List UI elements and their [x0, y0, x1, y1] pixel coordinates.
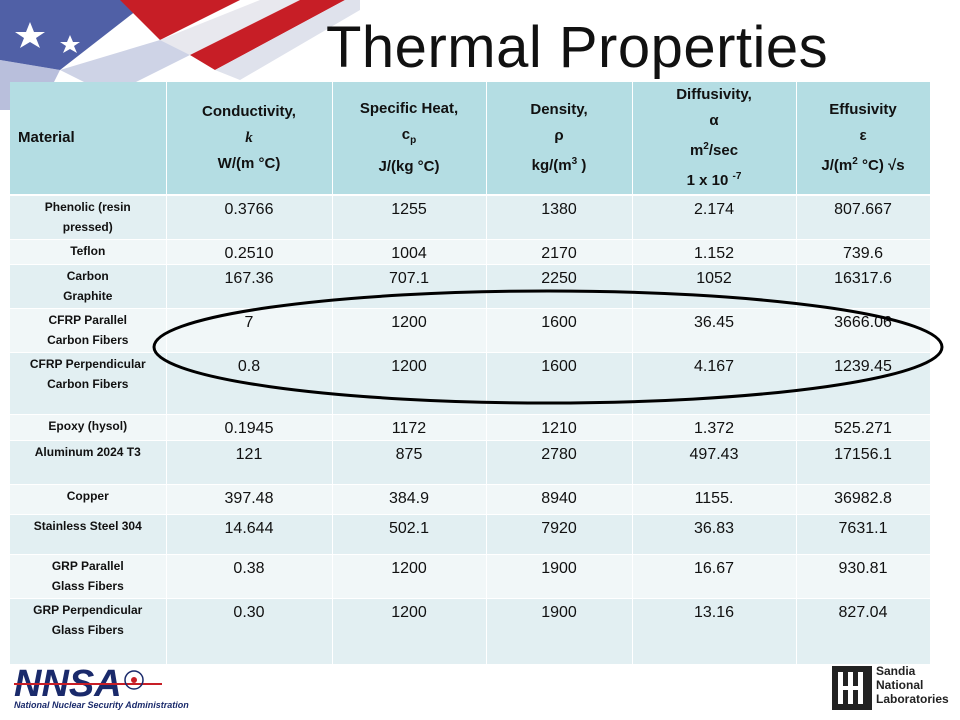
diffusivity-cell: 2.174 — [632, 195, 797, 239]
table-row: Copper 397.48 384.9 8940 1155. 36982.8 — [10, 484, 931, 514]
table-row: Carbon Graphite 167.36 707.1 2250 1052 16… — [10, 264, 931, 308]
density-cell: 1380 — [486, 195, 633, 239]
table-row: Aluminum 2024 T3 121 875 2780 497.43 171… — [10, 440, 931, 484]
conductivity-cell: 0.2510 — [166, 239, 333, 264]
slide-title: Thermal Properties — [326, 15, 829, 80]
thermal-properties-table-container: Material Conductivity, k W/(m °C) Specif… — [10, 82, 931, 665]
effusivity-cell: 1239.45 — [796, 352, 931, 414]
specific-heat-cell: 1172 — [332, 414, 487, 440]
table-header-row: Material Conductivity, k W/(m °C) Specif… — [10, 82, 931, 196]
conductivity-cell: 397.48 — [166, 484, 333, 514]
table-row: Stainless Steel 304 14.644 502.1 7920 36… — [10, 514, 931, 554]
conductivity-cell: 0.30 — [166, 598, 333, 664]
material-cell: GRP Perpendicular Glass Fibers — [10, 598, 167, 664]
material-cell: Stainless Steel 304 — [10, 514, 167, 554]
effusivity-cell: 930.81 — [796, 554, 931, 598]
effusivity-cell: 3666.06 — [796, 308, 931, 352]
specific-heat-cell: 1200 — [332, 308, 487, 352]
density-cell: 2780 — [486, 440, 633, 484]
conductivity-cell: 0.3766 — [166, 195, 333, 239]
diffusivity-cell: 36.83 — [632, 514, 797, 554]
diffusivity-cell: 4.167 — [632, 352, 797, 414]
conductivity-cell: 121 — [166, 440, 333, 484]
specific-heat-cell: 502.1 — [332, 514, 487, 554]
diffusivity-cell: 1.152 — [632, 239, 797, 264]
conductivity-cell: 0.1945 — [166, 414, 333, 440]
conductivity-cell: 0.8 — [166, 352, 333, 414]
density-cell: 1900 — [486, 598, 633, 664]
thermal-properties-table: Material Conductivity, k W/(m °C) Specif… — [10, 82, 931, 665]
effusivity-cell: 36982.8 — [796, 484, 931, 514]
table-row: CFRP Parallel Carbon Fibers 7 1200 1600 3… — [10, 308, 931, 352]
specific-heat-cell: 1200 — [332, 554, 487, 598]
diffusivity-cell: 1155. — [632, 484, 797, 514]
conductivity-cell: 167.36 — [166, 264, 333, 308]
diffusivity-cell: 1052 — [632, 264, 797, 308]
diffusivity-cell: 36.45 — [632, 308, 797, 352]
sandia-logo — [832, 666, 872, 710]
effusivity-cell: 17156.1 — [796, 440, 931, 484]
material-cell: CFRP Perpendicular Carbon Fibers — [10, 352, 167, 414]
diffusivity-cell: 497.43 — [632, 440, 797, 484]
density-cell: 8940 — [486, 484, 633, 514]
effusivity-cell: 807.667 — [796, 195, 931, 239]
density-cell: 7920 — [486, 514, 633, 554]
table-row: Teflon 0.2510 1004 2170 1.152 739.6 — [10, 239, 931, 264]
density-cell: 1210 — [486, 414, 633, 440]
header-specific-heat: Specific Heat, cp J/(kg °C) — [332, 82, 487, 196]
specific-heat-cell: 1200 — [332, 352, 487, 414]
diffusivity-cell: 1.372 — [632, 414, 797, 440]
conductivity-cell: 7 — [166, 308, 333, 352]
material-cell: CFRP Parallel Carbon Fibers — [10, 308, 167, 352]
nnsa-logo: NNSA — [14, 663, 162, 705]
table-row: CFRP Perpendicular Carbon Fibers 0.8 1200… — [10, 352, 931, 414]
header-material: Material — [10, 82, 167, 196]
specific-heat-cell: 384.9 — [332, 484, 487, 514]
material-cell: GRP Parallel Glass Fibers — [10, 554, 167, 598]
effusivity-cell: 16317.6 — [796, 264, 931, 308]
material-cell: Aluminum 2024 T3 — [10, 440, 167, 484]
effusivity-cell: 739.6 — [796, 239, 931, 264]
specific-heat-cell: 875 — [332, 440, 487, 484]
density-cell: 1600 — [486, 308, 633, 352]
density-cell: 1600 — [486, 352, 633, 414]
effusivity-cell: 7631.1 — [796, 514, 931, 554]
effusivity-cell: 827.04 — [796, 598, 931, 664]
density-cell: 1900 — [486, 554, 633, 598]
table-row: GRP Parallel Glass Fibers 0.38 1200 1900 … — [10, 554, 931, 598]
header-density: Density, ρ kg/(m3 ) — [486, 82, 633, 196]
material-cell: Teflon — [10, 239, 167, 264]
nnsa-subtitle: National Nuclear Security Administration — [14, 700, 189, 710]
diffusivity-cell: 16.67 — [632, 554, 797, 598]
header-conductivity: Conductivity, k W/(m °C) — [166, 82, 333, 196]
diffusivity-cell: 13.16 — [632, 598, 797, 664]
conductivity-cell: 0.38 — [166, 554, 333, 598]
specific-heat-cell: 1004 — [332, 239, 487, 264]
specific-heat-cell: 1255 — [332, 195, 487, 239]
material-cell: Phenolic (resin pressed) — [10, 195, 167, 239]
density-cell: 2250 — [486, 264, 633, 308]
material-cell: Carbon Graphite — [10, 264, 167, 308]
sandia-logo-text: Sandia National Laboratories — [876, 664, 949, 706]
density-cell: 2170 — [486, 239, 633, 264]
table-row: Phenolic (resin pressed) 0.3766 1255 1380… — [10, 195, 931, 239]
specific-heat-cell: 1200 — [332, 598, 487, 664]
material-cell: Epoxy (hysol) — [10, 414, 167, 440]
header-effusivity: Effusivity ε J/(m2 °C) √s — [796, 82, 931, 196]
header-diffusivity: Diffusivity, α m2/sec 1 x 10 -7 — [632, 82, 797, 196]
conductivity-cell: 14.644 — [166, 514, 333, 554]
effusivity-cell: 525.271 — [796, 414, 931, 440]
table-row: Epoxy (hysol) 0.1945 1172 1210 1.372 525… — [10, 414, 931, 440]
table-row: GRP Perpendicular Glass Fibers 0.30 1200 … — [10, 598, 931, 664]
material-cell: Copper — [10, 484, 167, 514]
specific-heat-cell: 707.1 — [332, 264, 487, 308]
